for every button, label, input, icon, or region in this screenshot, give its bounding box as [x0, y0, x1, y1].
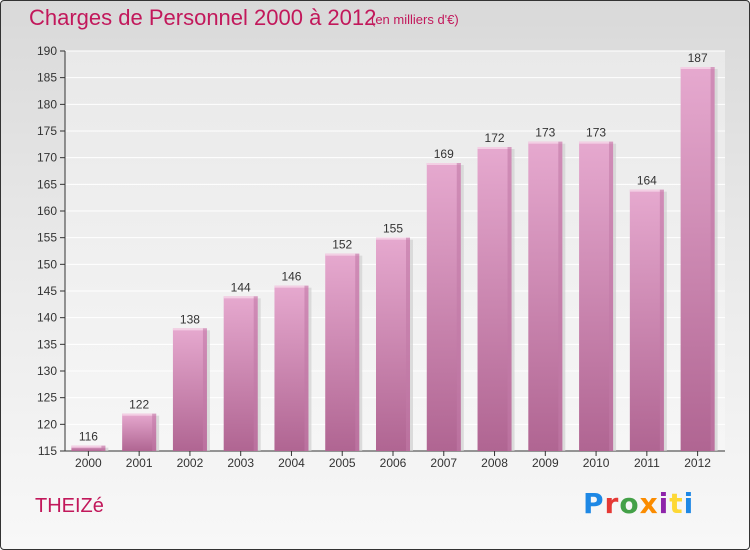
- bar: [274, 285, 309, 451]
- y-tick-label: 160: [37, 204, 57, 218]
- bar: [223, 296, 258, 451]
- bar-value-label: 138: [180, 312, 200, 326]
- y-tick-label: 180: [37, 97, 57, 111]
- bar: [172, 328, 207, 451]
- bar-top-edge: [477, 147, 512, 149]
- logo-letter: i: [683, 487, 695, 520]
- bar-side: [152, 413, 157, 451]
- bar-top-edge: [426, 163, 461, 165]
- bar: [579, 141, 614, 451]
- logo-letter: P: [583, 487, 605, 520]
- y-tick-label: 170: [37, 151, 57, 165]
- bar-top-edge: [629, 189, 664, 192]
- y-tick-label: 140: [37, 311, 57, 325]
- y-tick-label: 135: [37, 337, 57, 351]
- chart-title: Charges de Personnel 2000 à 2012: [29, 5, 377, 30]
- x-tick-label: 2001: [126, 456, 153, 470]
- bar-top-edge: [71, 445, 106, 448]
- y-tick-label: 125: [37, 391, 57, 405]
- y-tick-label: 155: [37, 231, 57, 245]
- logo-letter: r: [604, 487, 620, 520]
- bar: [71, 445, 106, 451]
- bar-value-label: 152: [332, 238, 352, 252]
- x-tick-label: 2010: [583, 456, 610, 470]
- y-tick-label: 150: [37, 257, 57, 271]
- bar-top-edge: [528, 141, 563, 144]
- bar-value-label: 173: [586, 126, 606, 140]
- y-tick-label: 120: [37, 417, 57, 431]
- bar-side: [609, 141, 614, 451]
- y-tick-label: 185: [37, 71, 57, 85]
- commune-name: THEIZé: [35, 495, 104, 517]
- bar-top-edge: [172, 328, 207, 331]
- y-tick-label: 175: [37, 124, 57, 138]
- bar-top-edge: [223, 296, 258, 299]
- bar-side: [710, 67, 715, 451]
- bar-side: [659, 189, 664, 451]
- logo-letter: x: [639, 487, 659, 520]
- bar: [325, 253, 360, 451]
- bar-side: [406, 237, 410, 451]
- bar-top-edge: [325, 253, 360, 256]
- x-tick-label: 2000: [75, 456, 102, 470]
- logo-letter: t: [669, 487, 684, 520]
- bar-top-edge: [274, 285, 309, 288]
- x-tick-label: 2011: [634, 456, 660, 470]
- bar-side: [558, 141, 563, 451]
- bar-value-label: 155: [383, 222, 403, 236]
- bar-value-label: 169: [434, 147, 454, 161]
- bar-value-label: 164: [637, 174, 657, 188]
- x-tick-label: 2012: [684, 456, 711, 470]
- bar-value-label: 172: [485, 131, 505, 145]
- bar-side: [355, 253, 360, 451]
- bars: [71, 67, 718, 451]
- bar-value-label: 187: [688, 51, 708, 65]
- x-tick-label: 2009: [532, 456, 559, 470]
- bar: [376, 237, 410, 451]
- bar-top-edge: [376, 237, 410, 240]
- bar-value-label: 116: [79, 430, 98, 444]
- x-tick-label: 2004: [278, 456, 305, 470]
- bar-top-edge: [122, 413, 157, 416]
- bar-value-label: 146: [281, 270, 301, 284]
- proxiti-logo[interactable]: Proxiti: [583, 487, 694, 520]
- bar-side: [507, 147, 512, 451]
- logo-letter: i: [658, 487, 670, 520]
- bar-value-label: 173: [535, 126, 555, 140]
- x-tick-label: 2005: [329, 456, 356, 470]
- x-tick-label: 2007: [430, 456, 457, 470]
- bar-side: [253, 296, 258, 451]
- bar: [122, 413, 157, 451]
- y-tick-label: 130: [37, 364, 57, 378]
- x-tick-label: 2008: [481, 456, 508, 470]
- logo-letter: o: [619, 487, 640, 520]
- bar: [426, 163, 461, 451]
- y-tick-label: 165: [37, 177, 57, 191]
- y-tick-label: 115: [38, 444, 57, 458]
- bar-top-edge: [579, 141, 614, 144]
- x-tick-label: 2002: [177, 456, 204, 470]
- bar-value-label: 122: [129, 398, 149, 412]
- bar: [528, 141, 563, 451]
- bar: [477, 147, 512, 451]
- chart-subtitle: (en milliers d'€): [371, 12, 459, 27]
- bar-top-edge: [680, 67, 715, 69]
- bar-value-label: 144: [231, 280, 251, 294]
- data-labels: 116 122 138 144 146 152 155 169 172 173 173 164 187: [79, 51, 708, 444]
- y-tick-label: 190: [37, 44, 57, 58]
- y-tick-label: 145: [37, 284, 57, 298]
- x-tick-label: 2003: [227, 456, 254, 470]
- bar-side: [304, 285, 309, 451]
- bar-side: [456, 163, 461, 451]
- bar-side: [202, 328, 207, 451]
- bar: [629, 189, 664, 451]
- bar: [680, 67, 715, 451]
- bar-side: [101, 445, 106, 451]
- x-tick-label: 2006: [380, 456, 407, 470]
